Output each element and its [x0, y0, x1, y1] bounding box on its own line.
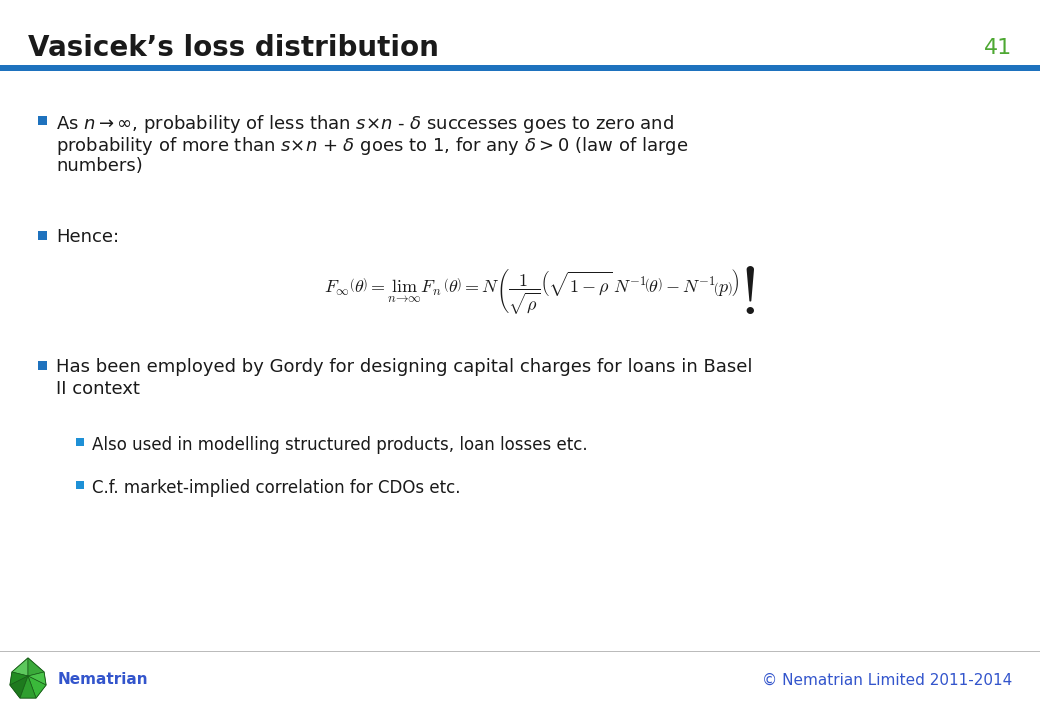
Text: Hence:: Hence: [56, 228, 120, 246]
Text: © Nematrian Limited 2011-2014: © Nematrian Limited 2011-2014 [761, 672, 1012, 688]
Text: II context: II context [56, 380, 139, 398]
Polygon shape [28, 676, 46, 698]
Polygon shape [10, 672, 28, 685]
Text: numbers): numbers) [56, 157, 142, 175]
Text: Has been employed by Gordy for designing capital charges for loans in Basel: Has been employed by Gordy for designing… [56, 358, 753, 376]
Bar [0, 65, 1040, 71]
Bar [0, 651, 1040, 652]
Bar [38, 230, 47, 240]
Bar [76, 438, 84, 446]
Polygon shape [10, 676, 28, 698]
Bar [76, 481, 84, 489]
Text: $F_{\infty}\left(\theta\right) = \lim_{n\rightarrow\infty} F_n\left(\theta\right: $F_{\infty}\left(\theta\right) = \lim_{n… [324, 264, 756, 316]
Bar [38, 361, 47, 369]
Text: As $n \rightarrow \infty$, probability of less than $s{\times}n$ - $\delta$ succ: As $n \rightarrow \infty$, probability o… [56, 113, 674, 135]
Polygon shape [28, 658, 44, 676]
Text: probability of more than $s{\times}n$ + $\delta$ goes to 1, for any $\delta > 0$: probability of more than $s{\times}n$ + … [56, 135, 688, 157]
Polygon shape [12, 658, 28, 676]
Bar [38, 115, 47, 125]
Text: Vasicek’s loss distribution: Vasicek’s loss distribution [28, 34, 439, 62]
Text: Also used in modelling structured products, loan losses etc.: Also used in modelling structured produc… [92, 436, 588, 454]
Polygon shape [10, 658, 46, 698]
Text: Nematrian: Nematrian [58, 672, 149, 688]
Text: 41: 41 [984, 38, 1012, 58]
Polygon shape [28, 672, 46, 685]
Polygon shape [20, 676, 36, 698]
Text: C.f. market-implied correlation for CDOs etc.: C.f. market-implied correlation for CDOs… [92, 479, 461, 497]
